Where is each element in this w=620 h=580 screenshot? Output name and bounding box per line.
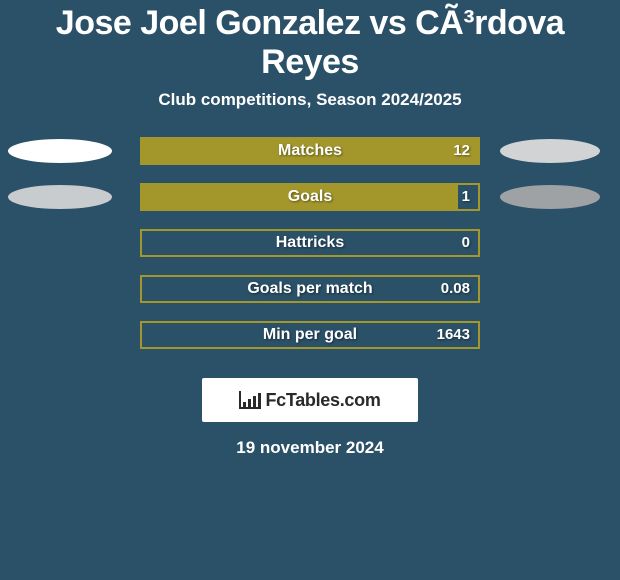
stat-value: 0 [462, 231, 470, 255]
stat-row: Hattricks0 [0, 220, 620, 266]
date-label: 19 november 2024 [0, 422, 620, 458]
stat-bar: Hattricks0 [140, 229, 480, 257]
right-ellipse [500, 139, 600, 163]
stat-value: 0.08 [441, 277, 470, 301]
stat-value: 12 [453, 139, 470, 163]
stat-label: Min per goal [142, 323, 478, 347]
stat-label: Goals [142, 185, 478, 209]
page-title: Jose Joel Gonzalez vs CÃ³rdova Reyes [0, 0, 620, 84]
stat-row: Min per goal1643 [0, 312, 620, 358]
stat-row: Goals1 [0, 174, 620, 220]
stat-bar: Min per goal1643 [140, 321, 480, 349]
stat-value: 1 [462, 185, 470, 209]
stat-row: Goals per match0.08 [0, 266, 620, 312]
logo-text: FcTables.com [265, 390, 380, 411]
stat-label: Goals per match [142, 277, 478, 301]
stat-rows: Matches12 Goals1 Hattricks0 Goals per match… [0, 128, 620, 358]
left-ellipse [8, 185, 112, 209]
comparison-infographic: Jose Joel Gonzalez vs CÃ³rdova Reyes Clu… [0, 0, 620, 458]
stat-bar: Matches12 [140, 137, 480, 165]
stat-label: Matches [142, 139, 478, 163]
subtitle: Club competitions, Season 2024/2025 [0, 84, 620, 128]
stat-label: Hattricks [142, 231, 478, 255]
stat-bar: Goals per match0.08 [140, 275, 480, 303]
stat-value: 1643 [437, 323, 470, 347]
right-ellipse [500, 185, 600, 209]
left-ellipse [8, 139, 112, 163]
logo-box: FcTables.com [202, 378, 418, 422]
bar-chart-icon [239, 391, 261, 409]
stat-bar: Goals1 [140, 183, 480, 211]
stat-row: Matches12 [0, 128, 620, 174]
